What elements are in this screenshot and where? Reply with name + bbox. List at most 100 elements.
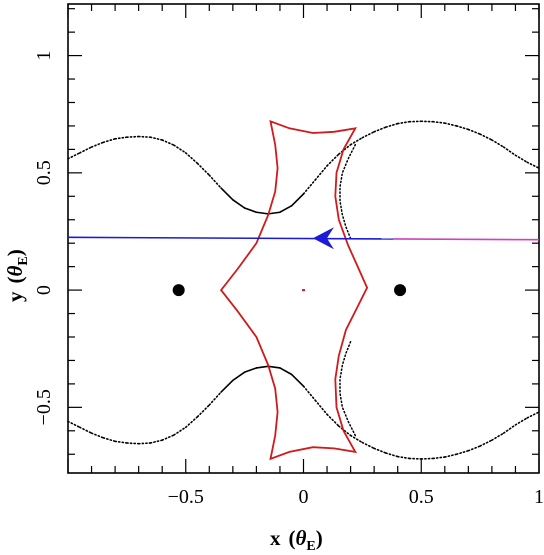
critical-curve-upper [514, 154, 529, 164]
critical-curve-lower [290, 373, 305, 388]
y-tick-label: −0.5 [33, 389, 55, 425]
critical-curve-lower [243, 367, 258, 373]
critical-curve-upper [290, 193, 305, 207]
critical-curve-upper [349, 136, 364, 146]
y-tick-label: 1 [33, 51, 55, 61]
critical-curve-upper [338, 143, 352, 155]
critical-curve-lower [514, 417, 529, 426]
critical-curve-lower [361, 441, 375, 450]
critical-curve-lower [396, 455, 411, 460]
critical-curve-lower [161, 434, 175, 441]
critical-curve-upper [255, 211, 269, 215]
critical-curve-lower [208, 391, 222, 406]
critical-curve-upper [173, 144, 187, 154]
critical-curve-upper [243, 207, 258, 214]
critical-curve-upper [184, 152, 199, 165]
critical-curve-upper [526, 161, 540, 169]
x-tick-label: −0.5 [168, 486, 204, 508]
critical-curve-lower [338, 425, 352, 437]
critical-curve-upper [267, 211, 281, 215]
source-trajectory [67, 227, 540, 250]
caustic-curve [219, 119, 369, 461]
critical-curve-lower [90, 432, 105, 439]
lens-point [172, 284, 185, 297]
center-marker [302, 289, 305, 292]
x-tick-label: 1 [534, 486, 544, 508]
critical-curve-lower [102, 437, 116, 443]
critical-curve-upper [126, 135, 140, 138]
critical-curve-lower [184, 415, 199, 429]
tick-labels: −0.5 0 0.5 1 −0.5 0 0.5 1 [33, 51, 544, 508]
critical-curve-lower [526, 411, 540, 419]
critical-curve-upper [161, 139, 175, 146]
critical-curve-lower [255, 365, 269, 369]
critical-curve-lower [479, 439, 493, 447]
critical-curve-upper [396, 120, 411, 125]
y-axis-label: y(θE) [3, 249, 31, 302]
critical-curve-lower [302, 385, 317, 402]
critical-curve-lower [196, 404, 211, 418]
critical-curve-inner-lobe [339, 340, 357, 437]
critical-curve-lower [267, 365, 281, 369]
critical-curve-upper [361, 131, 375, 139]
critical-curve-upper [443, 122, 458, 127]
critical-curve-inner-lobe [339, 143, 357, 240]
axis-ticks [67, 4, 540, 473]
critical-curve-lower [220, 379, 234, 393]
critical-curve-lower [467, 445, 481, 452]
critical-curve-upper [114, 136, 128, 140]
critical-curve-upper [279, 204, 293, 214]
y-tick-label: 0.5 [33, 160, 55, 185]
critical-curve-upper [102, 138, 116, 144]
critical-curve-lower [455, 449, 470, 456]
critical-curve-lower [173, 426, 187, 436]
critical-curve-lower [114, 440, 128, 444]
critical-curve-upper [432, 120, 446, 124]
critical-curve-upper [90, 141, 105, 148]
critical-curve-upper [491, 139, 505, 148]
critical-curve-upper [149, 136, 163, 141]
critical-curve-lower [491, 432, 505, 441]
critical-curve-upper [196, 162, 211, 176]
critical-curve-upper [373, 126, 387, 133]
critical-curve-lower [349, 434, 364, 444]
critical-curve-upper [232, 199, 246, 209]
x-axis-label: x (θE) [270, 526, 323, 554]
critical-curve-upper [479, 133, 493, 141]
critical-curve-upper [137, 135, 152, 138]
lens-point [394, 284, 407, 297]
critical-curve-upper [502, 146, 517, 157]
critical-curve-lower [78, 426, 93, 434]
x-tick-label: 0.5 [409, 486, 434, 508]
critical-curves [67, 120, 540, 460]
critical-curve-upper [302, 179, 317, 195]
lens-positions [172, 284, 407, 297]
critical-curve-lower [232, 371, 246, 382]
critical-curve-lower [502, 424, 517, 434]
critical-curve-upper [314, 165, 328, 181]
critical-curve-lower [149, 439, 163, 444]
direction-arrow-icon [312, 227, 334, 250]
trajectory-line [67, 236, 393, 240]
critical-curve-lower [443, 453, 458, 458]
critical-curve-lower [373, 447, 387, 454]
critical-curve-upper [467, 128, 481, 135]
critical-curve-lower [137, 442, 152, 445]
critical-curve-lower [279, 367, 293, 376]
y-tick-label: 0 [33, 285, 55, 295]
critical-curve-lower [385, 452, 399, 458]
critical-curve-upper [208, 174, 222, 189]
critical-curve-upper [78, 146, 93, 154]
critical-curve-upper [220, 187, 234, 201]
caustic-line [219, 119, 369, 461]
critical-curve-upper [455, 125, 470, 131]
critical-curve-upper [326, 153, 340, 167]
x-tick-label: 0 [299, 486, 309, 508]
critical-curve-lower [314, 399, 328, 416]
critical-curve-lower [432, 456, 446, 460]
trajectory-tail [392, 238, 540, 241]
critical-curve-lower [326, 413, 340, 427]
critical-curve-lower [126, 442, 140, 445]
critical-curve-upper [385, 122, 399, 128]
